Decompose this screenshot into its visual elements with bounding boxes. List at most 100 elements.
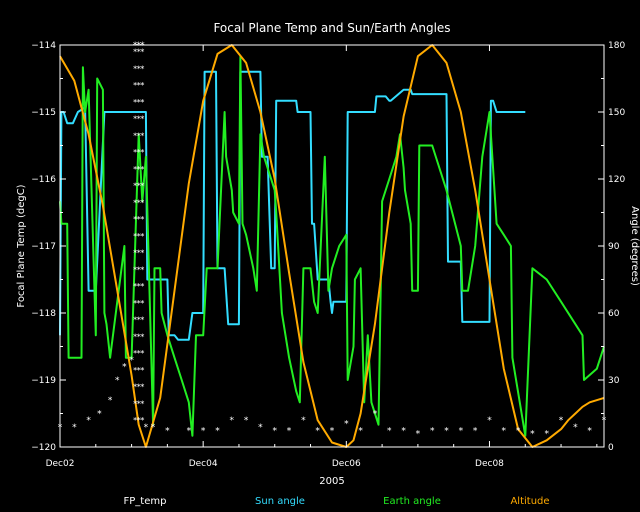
fp-temp-point: *: [487, 416, 492, 426]
fp-temp-point: *: [133, 332, 137, 341]
fp-temp-point: *: [330, 426, 335, 436]
fp-temp-point: *: [115, 376, 120, 386]
legend-item: Sun angle: [255, 496, 305, 507]
fp-temp-point: *: [137, 316, 141, 325]
right-tick-label: 180: [608, 41, 625, 51]
fp-temp-point: *: [133, 81, 137, 90]
fp-temp-point: *: [137, 215, 141, 224]
fp-temp-point: *: [473, 426, 478, 436]
fp-temp-point: *: [140, 198, 144, 207]
fp-temp-point: *: [140, 232, 144, 241]
fp-temp-point: *: [144, 423, 149, 433]
fp-temp-point: *: [133, 416, 137, 425]
fp-temp-point: *: [140, 349, 144, 358]
fp-temp-point: *: [140, 282, 144, 291]
legend: FP_temp Sun angle Earth angle Altitude: [124, 496, 550, 507]
fp-temp-point: *: [137, 98, 141, 107]
fp-temp-point: *: [137, 383, 141, 392]
fp-temp-point: *: [140, 265, 144, 274]
fp-temp-point: *: [133, 299, 137, 308]
fp-temp-point: *: [387, 426, 392, 436]
fp-temp-point: *: [140, 249, 144, 258]
fp-temp-point: *: [108, 396, 113, 406]
left-tick-label: −115: [31, 108, 56, 118]
left-tick-label: −120: [31, 443, 56, 453]
fp-temp-point: *: [140, 148, 144, 157]
fp-temp-point: *: [165, 426, 170, 436]
fp-temp-point: *: [137, 249, 141, 258]
series-earth-angle-line: [59, 55, 605, 437]
fp-temp-point: *: [97, 410, 102, 420]
fp-temp-point: *: [133, 215, 137, 224]
right-axis-ticks: 180 150 120 90 60 30 0: [598, 41, 625, 453]
fp-temp-point: *: [140, 366, 144, 375]
x-tick-label: Dec04: [189, 459, 218, 469]
legend-item: Altitude: [510, 496, 549, 507]
fp-temp-point: *: [272, 426, 277, 436]
fp-temp-point: *: [140, 182, 144, 191]
fp-temp-point: *: [358, 426, 363, 436]
fp-temp-point: *: [137, 131, 141, 140]
fp-temp-point: *: [72, 423, 77, 433]
fp-temp-point: *: [140, 399, 144, 408]
left-tick-label: −118: [31, 309, 56, 319]
fp-temp-point: *: [137, 64, 141, 73]
fp-temp-point: *: [133, 232, 137, 241]
fp-temp-point: *: [133, 115, 137, 124]
series-sun-angle-line: [59, 70, 526, 341]
fp-temp-point: *: [544, 430, 549, 440]
y-axis-label-right: Angle (degrees): [629, 206, 640, 286]
fp-temp-point: *: [137, 366, 141, 375]
fp-temp-point: *: [559, 416, 564, 426]
fp-temp-point: *: [133, 366, 137, 375]
fp-temp-point: *: [430, 426, 435, 436]
fp-temp-point: *: [140, 98, 144, 107]
fp-temp-point: *: [373, 410, 378, 420]
fp-temp-point: *: [215, 426, 220, 436]
fp-temp-point: *: [516, 426, 521, 436]
fp-temp-point: *: [137, 332, 141, 341]
fp-temp-point: *: [133, 198, 137, 207]
fp-temp-point: *: [140, 48, 144, 57]
fp-temp-point: *: [140, 299, 144, 308]
fp-temp-point: *: [137, 265, 141, 274]
right-tick-label: 0: [608, 443, 614, 453]
right-tick-label: 60: [608, 309, 620, 319]
right-tick-label: 120: [608, 175, 625, 185]
fp-temp-point: *: [133, 399, 137, 408]
fp-temp-point: *: [137, 81, 141, 90]
left-tick-label: −117: [31, 242, 56, 252]
series-fp-temp: * ******** * ** * * * * ** ** * *** ***** * * * * * *** * * *…: [58, 41, 607, 440]
fp-temp-point: *: [315, 426, 320, 436]
fp-temp-point: *: [137, 182, 141, 191]
fp-temp-point: *: [136, 41, 141, 51]
fp-temp-point: *: [244, 416, 249, 426]
legend-item: Earth angle: [383, 496, 441, 507]
fp-temp-point: *: [133, 316, 137, 325]
fp-temp-point: *: [137, 48, 141, 57]
x-tick-label: Dec02: [46, 459, 75, 469]
fp-temp-point: *: [151, 423, 156, 433]
fp-temp-point: *: [201, 426, 206, 436]
fp-temp-point: *: [140, 41, 145, 51]
fp-temp-point: *: [133, 148, 137, 157]
fp-temp-point: *: [587, 426, 592, 436]
fp-temp-point: *: [122, 363, 127, 373]
fp-temp-point: *: [133, 98, 137, 107]
x-axis-label: 2005: [319, 476, 344, 487]
fp-temp-point: *: [137, 165, 141, 174]
x-axis-ticks: Dec02 Dec04 Dec06 Dec08: [46, 45, 598, 469]
left-tick-label: −116: [31, 175, 56, 185]
y-axis-label-left: Focal Plane Temp (degC): [16, 184, 27, 307]
right-tick-label: 150: [608, 108, 625, 118]
fp-temp-point: *: [133, 383, 137, 392]
fp-temp-point: *: [502, 426, 507, 436]
left-axis-ticks: −114 −115 −116 −117 −118 −119 −120: [31, 41, 66, 453]
fp-temp-point: *: [187, 426, 192, 436]
fp-temp-point: *: [133, 182, 137, 191]
fp-temp-point: *: [140, 64, 144, 73]
right-tick-label: 90: [608, 242, 620, 252]
legend-item: FP_temp: [124, 496, 167, 507]
right-tick-label: 30: [608, 376, 620, 386]
